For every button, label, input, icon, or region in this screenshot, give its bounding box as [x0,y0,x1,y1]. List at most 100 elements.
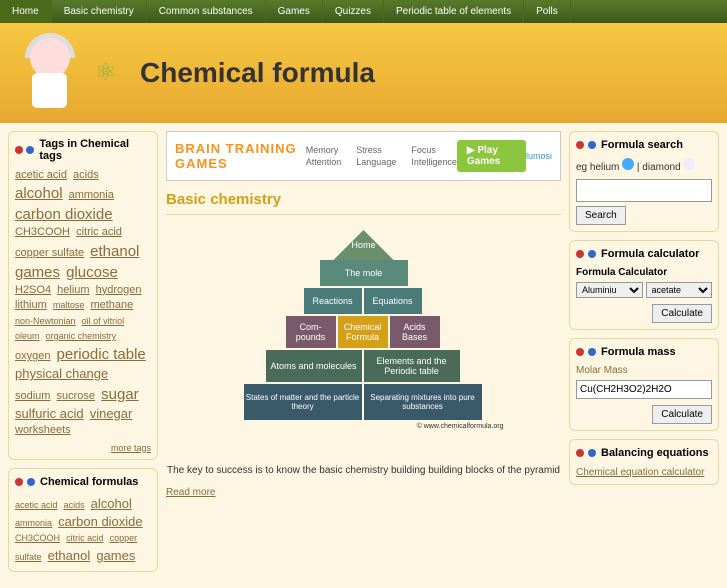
balance-widget-title: Balancing equations [601,447,709,459]
pyr-equations[interactable]: Equations [364,288,422,314]
tag-link[interactable]: lithium [15,299,47,311]
tag-link[interactable]: sodium [15,390,50,402]
molecule-icon [576,138,596,152]
tag-link[interactable]: oxygen [15,350,50,362]
molecule-icon [15,143,34,157]
tag-link[interactable]: maltose [53,300,85,310]
tag-link[interactable]: oil of vitriol [82,316,125,326]
tag-link[interactable]: acetic acid [15,500,58,510]
molecule-icon [576,345,596,359]
formulas-tag-cloud: acetic acid acids alcohol ammonia carbon… [15,495,151,566]
calculator-widget: Formula calculator Formula Calculator Al… [569,240,719,330]
tag-link[interactable]: copper sulfate [15,247,84,259]
nav-basic-chemistry[interactable]: Basic chemistry [52,0,147,23]
mass-widget-title: Formula mass [601,346,676,358]
tag-link[interactable]: acids [73,169,99,181]
tag-link[interactable]: ammonia [15,518,52,528]
tag-link[interactable]: non-Newtonian [15,316,76,326]
tag-link[interactable]: sucrose [57,390,96,402]
tag-link[interactable]: periodic table [57,346,146,363]
molecule-icon [576,446,596,460]
balance-widget: Balancing equations Chemical equation ca… [569,439,719,485]
tag-link[interactable]: organic chemistry [46,331,117,341]
pyr-elements[interactable]: Elements and the Periodic table [364,350,460,382]
pyramid-diagram: Home The mole Reactions Equations Com-po… [224,230,504,450]
tag-link[interactable]: physical change [15,366,108,381]
search-button[interactable]: Search [576,206,626,225]
nav-games[interactable]: Games [266,0,323,23]
tag-link[interactable]: alcohol [91,496,132,511]
pyramid-credit: © www.chemicalformula.org [417,423,504,430]
calculator-label: Formula Calculator [576,267,712,278]
pyr-states[interactable]: States of matter and the particle theory [244,384,362,420]
tag-link[interactable]: helium [57,284,89,296]
pyr-acids-bases[interactable]: Acids Bases [390,316,440,348]
tag-link[interactable]: ammonia [69,189,114,201]
tags-widget: Tags in Chemical tags acetic acid acids … [8,131,158,460]
pyr-compounds[interactable]: Com-pounds [286,316,336,348]
calculator-widget-title: Formula calculator [601,248,699,260]
element-select[interactable]: Aluminiu [576,282,643,298]
atom-icon [95,58,125,88]
tag-link[interactable]: hydrogen [96,284,142,296]
equation-calculator-link[interactable]: Chemical equation calculator [576,467,704,478]
tag-link[interactable]: games [96,548,135,563]
page-title: Basic chemistry [166,191,561,215]
ad-categories: MemoryAttention StressLanguage FocusInte… [306,145,457,167]
gem-blue-icon [622,158,634,170]
molecule-icon [576,247,596,261]
nav-periodic-table[interactable]: Periodic table of elements [384,0,524,23]
tag-link[interactable]: citric acid [66,533,104,543]
calculate-button[interactable]: Calculate [652,304,712,323]
gem-white-icon [683,158,695,170]
pyr-reactions[interactable]: Reactions [304,288,362,314]
mass-widget: Formula mass Molar Mass Calculate [569,338,719,431]
tag-link[interactable]: carbon dioxide [58,514,143,529]
ad-title: BRAIN TRAINING GAMES [175,141,306,171]
pyr-atoms[interactable]: Atoms and molecules [266,350,362,382]
mass-input[interactable] [576,380,712,399]
search-hint: eg helium | diamond [576,158,712,173]
formulas-widget-title: Chemical formulas [40,476,138,488]
scientist-icon [20,38,80,108]
tag-link[interactable]: worksheets [15,424,71,436]
tag-link[interactable]: alcohol [15,185,63,202]
pyr-home[interactable]: Home [334,230,394,260]
read-more-link[interactable]: Read more [166,487,215,498]
nav-quizzes[interactable]: Quizzes [323,0,384,23]
molecule-icon [15,475,35,489]
nav-home[interactable]: Home [0,0,52,23]
pyramid-caption: The key to success is to know the basic … [166,465,561,476]
play-games-button[interactable]: ▶ Play Games [457,140,526,172]
compound-select[interactable]: acetate [646,282,713,298]
tag-link[interactable]: H2SO4 [15,284,51,296]
tag-link[interactable]: citric acid [76,226,122,238]
nav-polls[interactable]: Polls [524,0,571,23]
tag-link[interactable]: ethanol [48,548,91,563]
tag-link[interactable]: sulfuric acid [15,406,84,421]
tag-link[interactable]: ethanol [90,243,139,260]
search-widget-title: Formula search [601,139,683,151]
tag-link[interactable]: carbon dioxide [15,206,113,223]
search-widget: Formula search eg helium | diamond Searc… [569,131,719,232]
pyr-mole[interactable]: The mole [320,260,408,286]
ad-banner[interactable]: BRAIN TRAINING GAMES MemoryAttention Str… [166,131,561,181]
pyr-separating[interactable]: Separating mixtures into pure substances [364,384,482,420]
search-input[interactable] [576,179,712,202]
mass-calculate-button[interactable]: Calculate [652,405,712,424]
tag-link[interactable]: vinegar [90,406,133,421]
tag-link[interactable]: sugar [101,386,139,403]
nav-common-substances[interactable]: Common substances [147,0,266,23]
tag-link[interactable]: glucose [66,264,118,281]
tag-link[interactable]: oleum [15,331,40,341]
pyr-chemical-formula[interactable]: Chemical Formula [338,316,388,348]
tag-link[interactable]: CH3COOH [15,226,70,238]
tag-link[interactable]: acids [64,500,85,510]
tag-link[interactable]: games [15,264,60,281]
tag-link[interactable]: CH3COOH [15,533,60,543]
site-title: Chemical formula [140,57,375,89]
ad-brand: lumosi [526,151,552,161]
tag-link[interactable]: methane [90,299,133,311]
more-tags-link[interactable]: more tags [111,443,151,453]
tag-link[interactable]: acetic acid [15,169,67,181]
